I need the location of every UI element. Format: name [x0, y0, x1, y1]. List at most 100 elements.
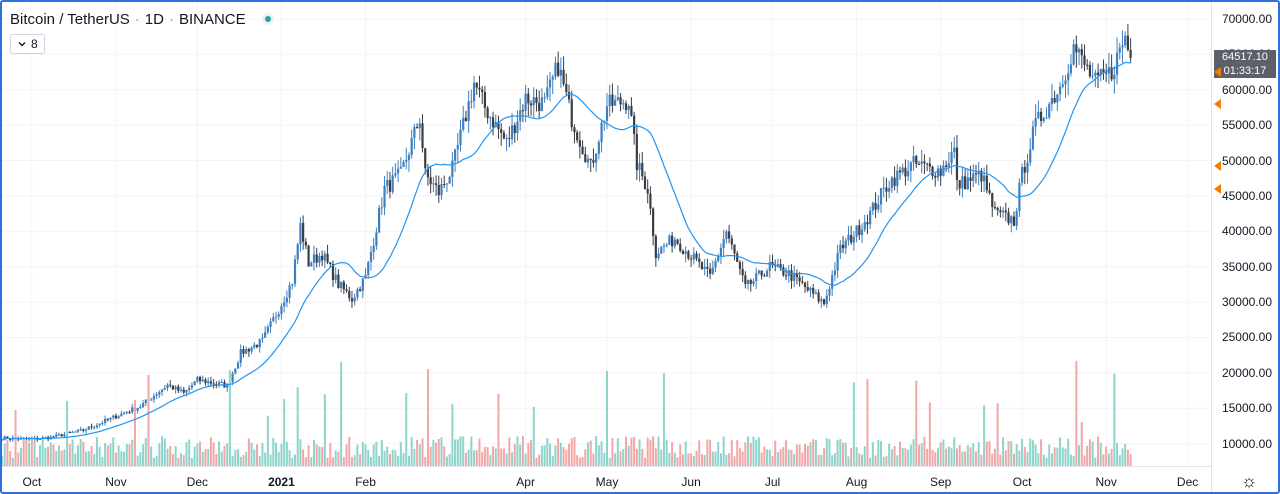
volume-bar: [801, 452, 804, 466]
candle-body: [684, 251, 687, 254]
candle-body: [595, 153, 598, 163]
price-tick-label: 60000.00: [1221, 82, 1272, 97]
symbol-title[interactable]: Bitcoin / TetherUS: [10, 10, 130, 28]
candle-body: [668, 235, 671, 245]
indicator-toggle-button[interactable]: 8: [10, 34, 45, 54]
volume-bar: [128, 444, 131, 466]
volume-bar: [144, 437, 147, 466]
volume-bar: [82, 441, 85, 466]
interval-label[interactable]: 1D: [144, 10, 164, 28]
candle-body: [516, 121, 519, 133]
volume-bar: [234, 449, 237, 466]
volume-bar: [595, 436, 598, 466]
candle-body: [538, 102, 541, 112]
candle-body: [646, 188, 649, 194]
volume-bar: [464, 452, 467, 466]
candle-body: [315, 254, 318, 263]
volume-bar: [964, 451, 967, 466]
volume-bar: [519, 444, 522, 466]
price-tick-label: 25000.00: [1221, 330, 1272, 345]
volume-bar: [171, 453, 174, 466]
volume-bar: [483, 446, 486, 466]
candle-body: [573, 127, 576, 133]
volume-bar: [440, 437, 443, 466]
candle-body: [500, 129, 503, 133]
volume-bar: [1075, 360, 1078, 466]
volume-bar: [939, 442, 942, 466]
gear-icon[interactable]: ☼: [1240, 471, 1258, 491]
volume-bar: [394, 450, 397, 466]
candle-body: [383, 185, 386, 208]
volume-bar: [136, 455, 139, 466]
candle-body: [611, 94, 614, 106]
volume-bar: [955, 448, 958, 466]
candle-body: [340, 281, 343, 288]
candle-body: [708, 268, 712, 274]
volume-bar: [763, 446, 766, 466]
volume-bar: [93, 453, 96, 466]
volume-bar: [823, 448, 826, 466]
volume-bar: [706, 439, 709, 466]
volume-bar: [228, 370, 231, 466]
candle-body: [326, 253, 329, 263]
volume-bar: [847, 456, 850, 466]
candle-body: [793, 273, 796, 281]
candle-body: [1083, 55, 1086, 65]
volume-bar: [676, 457, 679, 466]
volume-bar: [359, 454, 362, 466]
candle-body: [120, 413, 123, 417]
volume-bar: [462, 436, 465, 466]
candle-body: [87, 426, 90, 430]
volume-bar: [616, 438, 619, 466]
volume-bar: [904, 448, 907, 466]
volume-bar: [388, 454, 391, 466]
volume-bar: [695, 450, 698, 466]
candle-body: [510, 125, 514, 140]
volume-bar: [820, 454, 823, 466]
volume-bar: [60, 450, 63, 466]
candle-body: [912, 156, 915, 163]
volume-bar: [874, 455, 877, 466]
candle-body: [999, 210, 1002, 213]
volume-bar: [999, 454, 1002, 466]
candle-body: [855, 225, 858, 237]
volume-bar: [768, 449, 771, 466]
volume-bar: [814, 439, 817, 466]
volume-bar: [182, 455, 185, 466]
volume-bar: [391, 449, 394, 466]
volume-bar: [836, 439, 839, 466]
candle-body: [1061, 84, 1064, 87]
candle-body: [784, 275, 788, 277]
alert-marker-icon[interactable]: [1214, 161, 1221, 171]
candle-body: [481, 89, 484, 93]
alert-marker-icon[interactable]: [1214, 184, 1221, 194]
candle-body: [364, 274, 367, 279]
candle-body: [529, 103, 533, 106]
candle-body: [993, 206, 997, 209]
volume-bar: [654, 448, 657, 466]
candle-body: [122, 412, 126, 414]
volume-bar: [790, 449, 793, 466]
volume-bar: [291, 457, 294, 466]
volume-bar: [627, 445, 630, 466]
price-chart[interactable]: [2, 2, 1212, 466]
volume-bar: [1018, 450, 1021, 466]
volume-bar: [41, 438, 44, 466]
volume-bar: [285, 441, 288, 466]
volume-bar: [839, 439, 842, 466]
candle-body: [841, 244, 845, 249]
candle-body: [445, 183, 449, 185]
volume-bar: [709, 439, 712, 466]
time-axis[interactable]: Oct Nov Dec 2021 Feb Apr May Jun Jul Aug Sep Oct Nov…: [2, 466, 1212, 492]
candle-body: [798, 277, 801, 282]
alert-marker-icon[interactable]: [1214, 99, 1221, 109]
volume-bar: [934, 452, 937, 466]
volume-bar: [114, 452, 117, 466]
alert-marker-icon[interactable]: [1214, 67, 1221, 77]
candle-body: [169, 384, 172, 386]
volume-bar: [776, 451, 779, 466]
candle-body: [581, 146, 584, 155]
candle-body: [483, 92, 487, 108]
candle-body: [744, 275, 747, 285]
volume-bar: [698, 440, 701, 466]
